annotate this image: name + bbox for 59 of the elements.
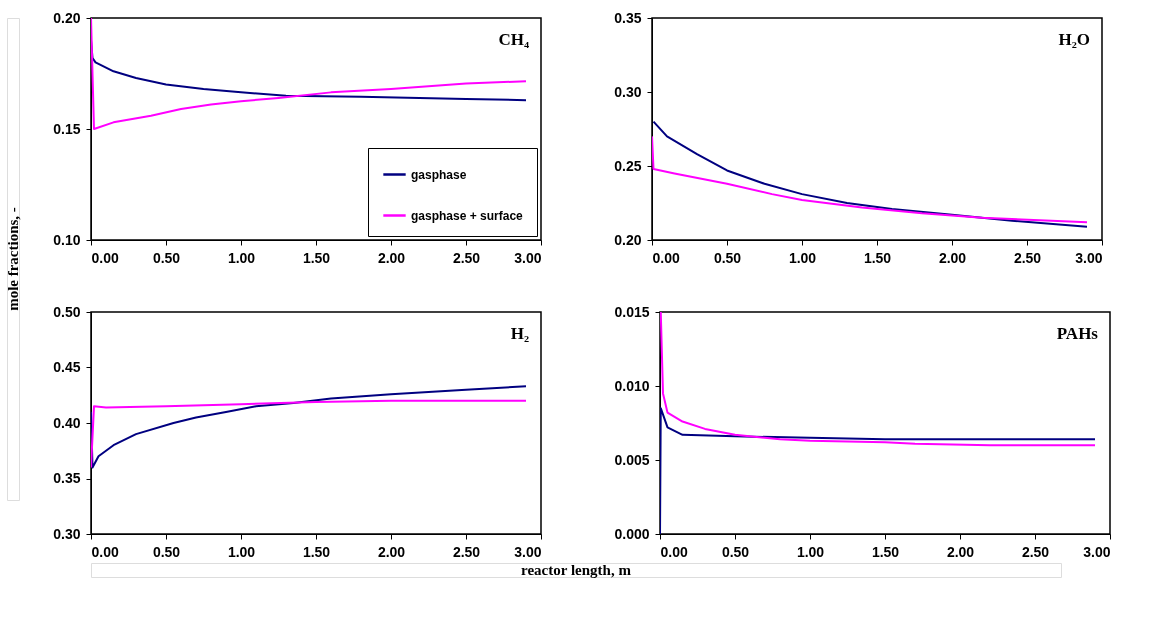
x-tick-label: 1.00 — [227, 249, 256, 266]
line-series — [660, 407, 1096, 534]
x-tick-label: 0.00 — [91, 249, 119, 266]
legend-label: gasphase — [411, 167, 467, 182]
x-tick-label: 2.00 — [938, 249, 967, 266]
annotation: PAHs — [1056, 324, 1099, 343]
line-series — [660, 312, 1096, 447]
annotation: H₂ — [510, 324, 529, 343]
y-tick-label: 0.20 — [614, 231, 642, 248]
annotation: H₂O — [1058, 30, 1090, 49]
y-tick-label: 0.40 — [53, 414, 81, 431]
y-tick-label: 0.30 — [614, 83, 642, 100]
x-tick-label: 0.50 — [721, 543, 750, 560]
line-series — [652, 120, 1088, 228]
y-tick-label: 0.20 — [53, 9, 81, 26]
x-axis-title: reactor length, m — [521, 562, 632, 578]
y-tick-label: 0.35 — [53, 470, 81, 486]
x-tick-label: 2.00 — [377, 249, 406, 266]
y-tick-label: 0.25 — [614, 157, 642, 174]
y-tick-label: 0.30 — [53, 525, 81, 542]
x-tick-label: 2.50 — [1021, 543, 1050, 560]
legend-label: gasphase + surface — [411, 208, 524, 223]
x-tick-label: 0.00 — [652, 249, 680, 266]
x-tick-label: 2.50 — [452, 249, 481, 266]
x-tick-label: 1.50 — [302, 543, 331, 560]
x-tick-label: 0.00 — [660, 543, 688, 560]
y-tick-label: 0.15 — [53, 120, 81, 137]
x-tick-label: 1.50 — [863, 249, 892, 266]
y-tick-label: 0.45 — [53, 359, 81, 375]
x-tick-label: 2.50 — [452, 543, 481, 560]
x-tick-label: 1.00 — [788, 249, 817, 266]
x-tick-label: 1.50 — [302, 249, 331, 266]
x-tick-label: 2.50 — [1013, 249, 1042, 266]
x-tick-label: 3.00 — [514, 543, 542, 560]
y-tick-label: 0.005 — [614, 451, 650, 468]
line-series — [652, 135, 1088, 224]
y-tick-label: 0.010 — [614, 377, 650, 394]
x-tick-label: 1.00 — [796, 543, 825, 560]
x-tick-label: 1.50 — [871, 543, 900, 560]
x-tick-label: 0.00 — [91, 543, 119, 560]
y-tick-label: 0.10 — [53, 231, 81, 248]
x-tick-label: 1.00 — [227, 543, 256, 560]
x-tick-label: 3.00 — [514, 249, 542, 266]
line-series — [91, 18, 527, 130]
x-tick-label: 2.00 — [946, 543, 975, 560]
x-tick-label: 3.00 — [1083, 543, 1111, 560]
x-tick-label: 2.00 — [377, 543, 406, 560]
y-tick-label: 0.015 — [614, 303, 650, 320]
x-tick-label: 0.50 — [152, 249, 181, 266]
annotation: CH₄ — [498, 30, 529, 49]
x-tick-label: 3.00 — [1075, 249, 1103, 266]
y-axis-title: mole fractions, - — [5, 207, 21, 311]
line-series — [91, 399, 527, 469]
x-tick-label: 0.50 — [152, 543, 181, 560]
y-tick-label: 0.50 — [53, 303, 81, 320]
y-tick-label: 0.35 — [614, 9, 642, 26]
x-tick-label: 0.50 — [713, 249, 742, 266]
y-tick-label: 0.000 — [614, 525, 650, 542]
line-series — [91, 385, 527, 469]
